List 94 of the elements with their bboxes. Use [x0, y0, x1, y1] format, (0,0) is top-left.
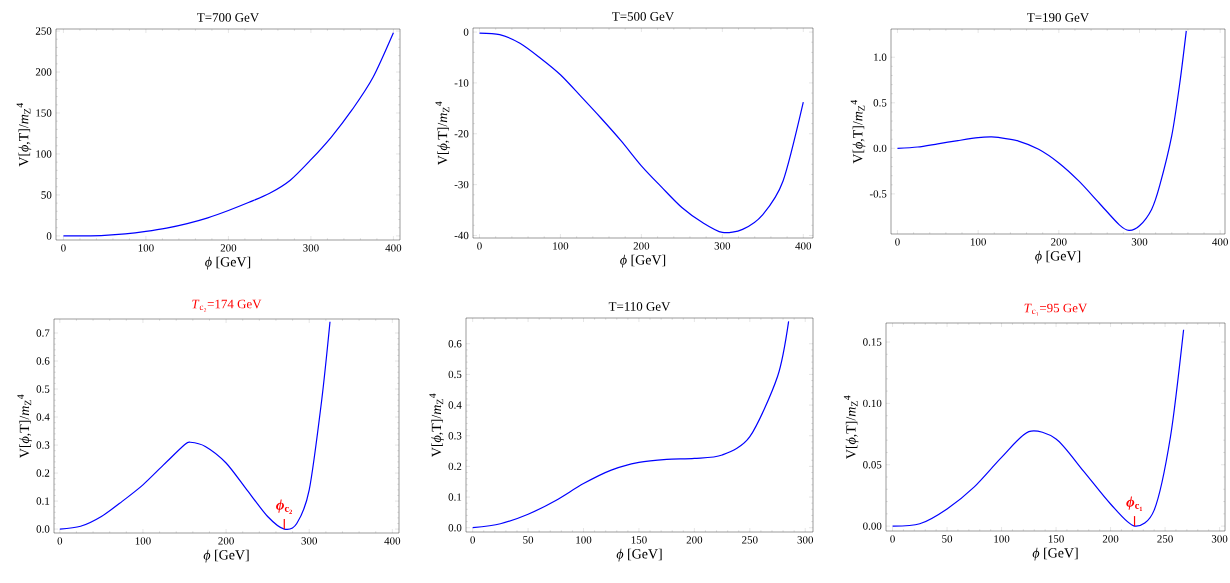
x-tick-label: 400: [1212, 238, 1228, 246]
annotation: ϕ$_{c₂}$: [276, 499, 292, 514]
x-axis-title: ϕ [GeV]: [1032, 547, 1078, 561]
x-tick-label: 100: [970, 238, 986, 246]
x-tick-label: 400: [385, 244, 402, 252]
x-tick-label: 100: [576, 536, 592, 544]
x-tick-label: 200: [1102, 535, 1119, 543]
x-tick-label: 300: [1211, 535, 1228, 543]
y-tick-label: -10: [454, 79, 469, 87]
x-tick-label: 200: [218, 537, 234, 545]
chart-title: T$_{c₂}$=174 GeV: [192, 299, 262, 312]
y-tick-label: 100: [36, 150, 52, 158]
y-tick-label: 0.1: [36, 497, 50, 505]
x-axis-title: ϕ [GeV]: [616, 548, 662, 562]
x-tick-label: 50: [942, 535, 953, 543]
line-series: [472, 320, 790, 529]
x-tick-label: 200: [220, 244, 237, 252]
line-series: [896, 30, 1187, 231]
y-tick-label: 0.15: [863, 338, 882, 346]
y-axis-title: V[ϕ,T]/m$_{Z}$4: [843, 395, 859, 460]
y-axis-title: V[ϕ,T]/m$_{Z}$4: [17, 394, 32, 459]
x-axis-title: ϕ [GeV]: [620, 254, 666, 268]
x-tick-label: 300: [303, 244, 319, 252]
x-tick-label: 0: [895, 238, 900, 246]
x-axis-title: ϕ [GeV]: [1035, 250, 1081, 264]
y-tick-label: 0.05: [863, 461, 882, 469]
x-tick-label: 300: [714, 242, 731, 250]
x-tick-label: 200: [633, 242, 650, 250]
x-tick-label: 300: [1131, 238, 1148, 246]
x-tick-label: 250: [1157, 535, 1173, 543]
x-tick-label: 0: [477, 242, 482, 250]
x-tick-label: 100: [135, 537, 151, 545]
y-tick-label: -40: [454, 231, 469, 240]
y-axis-title: V[ϕ,T]/m$_{Z}$4: [850, 99, 866, 164]
line-series: [59, 321, 331, 530]
chart-title: T=110 GeV: [608, 302, 671, 311]
y-tick-label: 0.6: [36, 357, 50, 365]
x-tick-label: 400: [384, 537, 401, 545]
y-tick-label: 0.10: [863, 399, 882, 408]
y-axis-title: V[ϕ,T]/m$_{Z}$4: [435, 101, 451, 166]
x-axis-title: ϕ [GeV]: [203, 549, 249, 563]
x-tick-label: 150: [631, 536, 647, 544]
x-tick-label: 300: [797, 536, 814, 544]
chart-title: T=500 GeV: [612, 12, 675, 21]
x-tick-label: 50: [523, 536, 534, 544]
y-tick-label: 0.3: [448, 432, 462, 440]
y-tick-label: 0.2: [448, 462, 462, 471]
line-series: [62, 32, 395, 237]
line-series: [891, 329, 1185, 527]
y-axis-title: V[ϕ,T]/m$_{Z}$4: [16, 102, 32, 167]
y-tick-label: -30: [454, 180, 469, 189]
y-tick-label: 0.7: [36, 329, 50, 337]
y-tick-label: 0.0: [36, 525, 50, 533]
x-axis-title: ϕ [GeV]: [205, 256, 251, 270]
x-tick-label: 0: [470, 536, 475, 544]
y-tick-label: 0: [46, 232, 52, 240]
x-tick-label: 0: [890, 535, 895, 543]
y-tick-label: 250: [35, 27, 52, 35]
y-tick-label: 0.5: [36, 385, 50, 393]
x-tick-label: 200: [1051, 238, 1067, 246]
x-tick-label: 0: [57, 537, 63, 545]
x-tick-label: 400: [795, 242, 812, 250]
y-tick-label: 0.4: [36, 413, 50, 421]
y-axis-title: V[ϕ,T]/m$_{Z}$4: [429, 393, 444, 458]
y-tick-label: -20: [454, 130, 469, 138]
y-tick-label: 0.6: [448, 340, 462, 348]
y-tick-label: 0.5: [873, 99, 887, 107]
x-tick-label: 100: [138, 244, 154, 252]
y-tick-label: 150: [36, 109, 52, 117]
y-tick-label: 0.4: [448, 401, 462, 409]
x-tick-label: 150: [1048, 535, 1064, 543]
y-tick-label: 0.3: [36, 441, 50, 449]
y-tick-label: 0.5: [448, 370, 462, 379]
x-tick-label: 0: [61, 244, 66, 252]
x-tick-label: 250: [742, 536, 758, 544]
x-tick-label: 100: [994, 535, 1010, 543]
line-series: [478, 32, 804, 234]
y-tick-label: 0.0: [873, 144, 887, 153]
y-tick-label: 0.00: [863, 522, 882, 530]
x-tick-label: 300: [301, 537, 318, 545]
y-tick-label: 0: [463, 28, 469, 36]
chart-title: T$_{c₁}$=95 GeV: [1024, 303, 1088, 316]
y-tick-label: 50: [41, 191, 52, 199]
x-tick-label: 200: [686, 536, 703, 544]
y-tick-label: 0.0: [448, 524, 462, 532]
y-tick-label: 0.2: [36, 469, 50, 477]
chart-title: T=700 GeV: [197, 13, 260, 22]
x-tick-label: 100: [553, 242, 569, 250]
annotation: ϕ$_{c₁}$: [1126, 496, 1143, 511]
chart-title: T=190 GeV: [1027, 13, 1090, 22]
y-tick-label: -0.5: [869, 190, 887, 198]
y-tick-label: 200: [35, 68, 52, 76]
y-tick-label: 0.1: [448, 493, 462, 501]
y-tick-label: 1.0: [874, 53, 887, 61]
